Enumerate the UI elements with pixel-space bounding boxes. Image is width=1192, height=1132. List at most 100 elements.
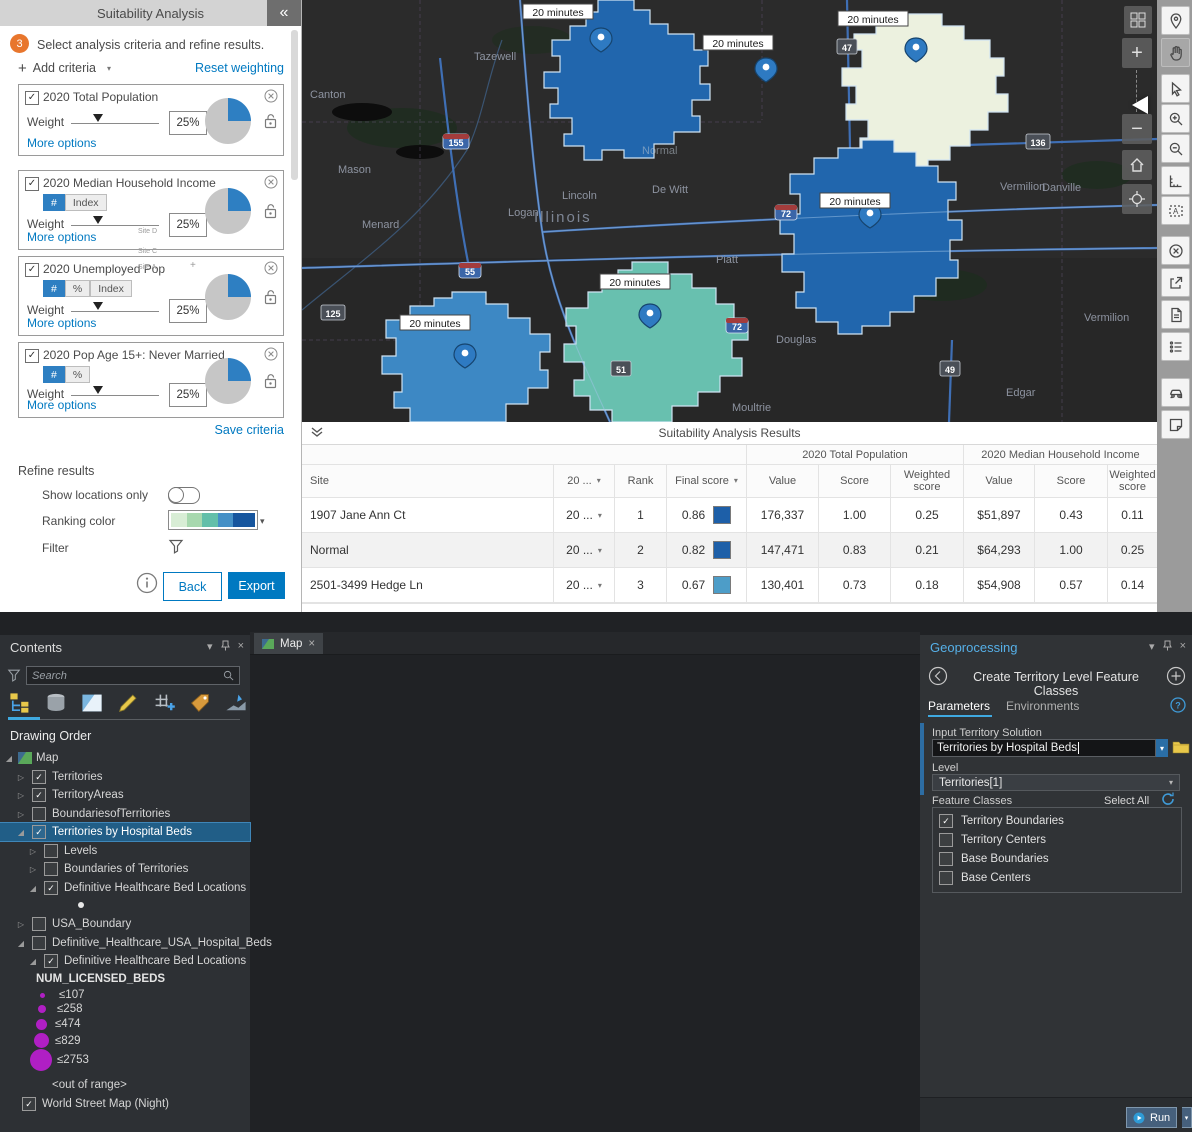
layer-row[interactable]: ◢Definitive Healthcare Bed Locations [0, 952, 250, 970]
tab-percent[interactable]: % [65, 366, 90, 383]
layer-row[interactable]: ▷Territories [0, 768, 250, 786]
weight-slider[interactable] [71, 123, 159, 124]
layer-row[interactable]: ▷BoundariesofTerritories [0, 805, 250, 823]
layer-row[interactable]: ▷TerritoryAreas [0, 786, 250, 804]
home-button[interactable] [1122, 150, 1152, 180]
report-pdf-tool[interactable] [1161, 300, 1190, 329]
input-territory-combobox[interactable]: Territories by Hospital Beds [932, 739, 1156, 757]
list-by-labeling-icon[interactable] [188, 691, 212, 720]
export-button[interactable]: Export [228, 572, 285, 599]
panel-pin-icon[interactable] [1163, 640, 1172, 654]
zoom-out-tool[interactable] [1161, 134, 1190, 163]
col-header-site[interactable]: Site [302, 465, 554, 498]
weight-value-box[interactable]: 25% [169, 383, 207, 407]
layer-row[interactable]: ◢Definitive Healthcare Bed Locations [0, 879, 250, 897]
panel-close-icon[interactable]: × [238, 640, 244, 654]
list-by-snapping-icon[interactable] [152, 691, 176, 720]
collapse-panel-button[interactable]: « [267, 0, 301, 26]
unlock-icon[interactable] [264, 203, 277, 224]
tab-parameters[interactable]: Parameters [928, 699, 990, 713]
export-tool[interactable] [1161, 268, 1190, 297]
weight-slider[interactable] [71, 311, 159, 312]
weight-slider-thumb[interactable] [93, 386, 103, 394]
list-by-drawing-order-icon[interactable] [8, 691, 32, 720]
table-row[interactable]: 1907 Jane Ann Ct 20 ...▾ 1 0.86 176,337 … [302, 498, 1157, 533]
layer-row[interactable]: ▷Boundaries of Territories [0, 860, 250, 878]
col-header-score[interactable]: Score [819, 465, 891, 498]
panel-expand-handle[interactable] [1132, 96, 1148, 114]
layer-row-basemap[interactable]: World Street Map (Night) [0, 1095, 250, 1113]
add-criteria-button[interactable]: + Add criteria ▾ [18, 60, 111, 77]
unlock-icon[interactable] [264, 373, 277, 394]
help-icon[interactable]: ? [1170, 697, 1186, 718]
more-options-link[interactable]: More options [27, 136, 96, 150]
layer-row[interactable]: ▷USA_Boundary [0, 915, 250, 933]
panel-pin-icon[interactable] [221, 640, 230, 654]
layer-row-selected[interactable]: ◢Territories by Hospital Beds [0, 823, 250, 841]
layer-row[interactable]: ▷Levels [0, 842, 250, 860]
measure-tool[interactable] [1161, 166, 1190, 195]
suitability-map[interactable]: Canton Tazewell Mason Menard Lincoln Log… [302, 0, 1157, 422]
weight-slider[interactable] [71, 225, 159, 226]
combobox-dropdown-button[interactable]: ▾ [1156, 739, 1168, 757]
col-header-weighted[interactable]: Weighted score [891, 465, 964, 498]
panel-menu-icon[interactable]: ▾ [1149, 640, 1155, 654]
tab-number[interactable]: # [43, 280, 65, 297]
more-options-link[interactable]: More options [27, 316, 96, 330]
weight-slider-thumb[interactable] [93, 114, 103, 122]
feature-class-row[interactable]: Territory Centers [933, 830, 1181, 849]
remove-criterion-icon[interactable] [264, 347, 278, 361]
close-tab-icon[interactable]: × [308, 638, 315, 650]
table-row[interactable]: Normal 20 ...▾ 2 0.82 147,471 0.83 0.21 … [302, 533, 1157, 568]
chevron-down-icon[interactable]: ▾ [260, 516, 265, 527]
unlock-icon[interactable] [264, 113, 277, 134]
tab-environments[interactable]: Environments [1006, 699, 1079, 713]
tab-number[interactable]: # [43, 366, 65, 383]
list-by-perspective-icon[interactable] [224, 691, 248, 720]
back-button[interactable] [928, 666, 948, 691]
weight-value-box[interactable]: 25% [169, 213, 207, 237]
layer-row[interactable]: ◢Definitive_Healthcare_USA_Hospital_Beds [0, 934, 250, 952]
col-header-value[interactable]: Value [747, 465, 819, 498]
col-header-value[interactable]: Value [964, 465, 1035, 498]
run-button[interactable]: Run [1126, 1107, 1177, 1128]
table-row[interactable]: 2501-3499 Hedge Ln 20 ...▾ 3 0.67 130,40… [302, 568, 1157, 603]
tab-index[interactable]: Index [65, 194, 107, 211]
unlock-icon[interactable] [264, 289, 277, 310]
feature-class-row[interactable]: Base Boundaries [933, 849, 1181, 868]
show-locations-toggle[interactable] [168, 487, 200, 504]
criterion-checkbox[interactable] [25, 177, 39, 191]
list-by-selection-icon[interactable] [80, 691, 104, 720]
remove-criterion-icon[interactable] [264, 261, 278, 275]
legend-list-tool[interactable] [1161, 332, 1190, 361]
overview-grid-button[interactable] [1124, 6, 1152, 34]
info-icon[interactable] [136, 572, 158, 599]
col-header-period[interactable]: 20 ...▾ [554, 465, 615, 498]
remove-criterion-icon[interactable] [264, 89, 278, 103]
panel-close-icon[interactable]: × [1180, 640, 1186, 654]
add-to-model-button[interactable] [1166, 666, 1186, 691]
save-criteria-link[interactable]: Save criteria [18, 423, 284, 437]
zoom-out-button[interactable]: − [1122, 114, 1152, 144]
criterion-checkbox[interactable] [25, 263, 39, 277]
ranking-color-ramp[interactable] [168, 510, 258, 530]
feature-class-row[interactable]: Base Centers [933, 868, 1181, 887]
col-header-score[interactable]: Score [1035, 465, 1108, 498]
remove-criterion-icon[interactable] [264, 175, 278, 189]
notes-tool[interactable] [1161, 410, 1190, 439]
browse-folder-icon[interactable] [1172, 739, 1190, 760]
panel-menu-icon[interactable]: ▾ [207, 640, 213, 654]
back-button[interactable]: Back [163, 572, 222, 601]
select-area-tool[interactable]: A [1161, 196, 1190, 225]
layer-row-map[interactable]: ◢Map [0, 749, 250, 767]
weight-slider-thumb[interactable] [93, 302, 103, 310]
zoom-in-button[interactable]: + [1122, 38, 1152, 68]
drive-time-tool[interactable] [1161, 378, 1190, 407]
filter-icon[interactable] [168, 538, 184, 559]
weight-value-box[interactable]: 25% [169, 111, 207, 135]
panel-scrollbar[interactable] [291, 30, 298, 180]
search-input[interactable]: Search [26, 666, 240, 685]
col-header-weighted[interactable]: Weighted score [1108, 465, 1157, 498]
tab-percent[interactable]: % [65, 280, 90, 297]
map-tab[interactable]: Map × [254, 633, 323, 654]
